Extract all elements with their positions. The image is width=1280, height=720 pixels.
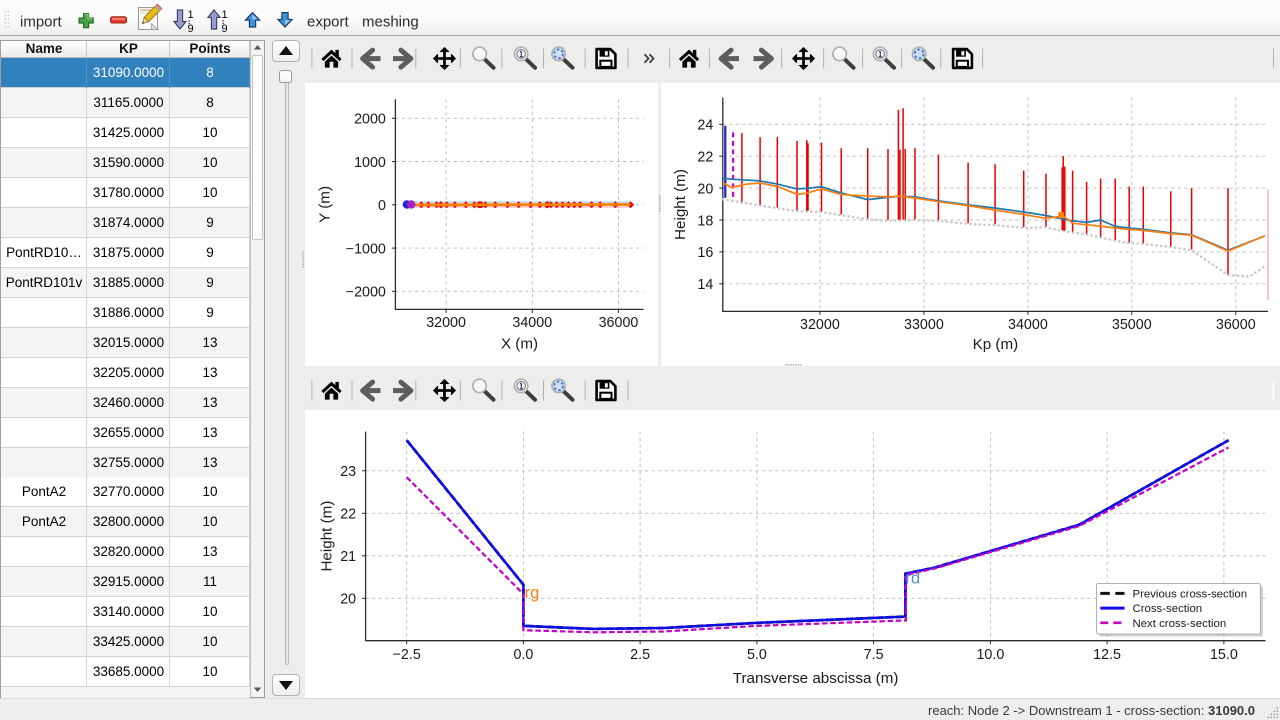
svg-text:Transverse abscissa (m): Transverse abscissa (m) bbox=[733, 670, 899, 687]
svg-text:33000: 33000 bbox=[904, 317, 944, 333]
svg-text:5.0: 5.0 bbox=[747, 647, 767, 663]
svg-text:32000: 32000 bbox=[426, 315, 466, 331]
svg-text:22: 22 bbox=[340, 507, 356, 523]
svg-text:0: 0 bbox=[378, 198, 386, 214]
svg-text:X (m): X (m) bbox=[501, 336, 538, 353]
svg-text:20: 20 bbox=[697, 181, 713, 197]
svg-text:16: 16 bbox=[697, 245, 713, 261]
svg-text:32000: 32000 bbox=[800, 317, 840, 333]
svg-text:7.5: 7.5 bbox=[864, 647, 884, 663]
svg-text:0.0: 0.0 bbox=[513, 647, 533, 663]
svg-text:import: import bbox=[20, 13, 63, 30]
svg-text:21: 21 bbox=[340, 549, 356, 565]
svg-text:34000: 34000 bbox=[1008, 317, 1048, 333]
svg-text:9: 9 bbox=[188, 23, 194, 32]
svg-text:meshing: meshing bbox=[362, 13, 419, 30]
svg-text:36000: 36000 bbox=[1216, 317, 1256, 333]
svg-text:rg: rg bbox=[525, 584, 540, 602]
svg-text:10.0: 10.0 bbox=[976, 647, 1004, 663]
svg-text:12.5: 12.5 bbox=[1093, 647, 1121, 663]
svg-text:18: 18 bbox=[697, 213, 713, 229]
svg-text:9: 9 bbox=[222, 23, 228, 32]
svg-text:15.0: 15.0 bbox=[1210, 647, 1238, 663]
svg-text:23: 23 bbox=[340, 464, 356, 480]
svg-text:34000: 34000 bbox=[512, 315, 552, 331]
svg-text:Cross-section: Cross-section bbox=[1133, 603, 1203, 615]
svg-text:14: 14 bbox=[697, 277, 713, 293]
svg-text:36000: 36000 bbox=[599, 315, 639, 331]
svg-text:Next cross-section: Next cross-section bbox=[1133, 618, 1227, 630]
svg-text:Height (m): Height (m) bbox=[319, 501, 336, 572]
svg-text:24: 24 bbox=[697, 118, 713, 134]
svg-text:Previous cross-section: Previous cross-section bbox=[1133, 588, 1248, 600]
svg-text:−1000: −1000 bbox=[346, 241, 386, 257]
svg-text:−2.5: −2.5 bbox=[393, 647, 421, 663]
svg-text:1000: 1000 bbox=[354, 155, 386, 171]
svg-text:export: export bbox=[307, 13, 350, 30]
svg-text:Kp (m): Kp (m) bbox=[973, 336, 1019, 353]
svg-text:rd: rd bbox=[906, 570, 921, 588]
svg-text:22: 22 bbox=[697, 150, 713, 166]
svg-text:2.5: 2.5 bbox=[630, 647, 650, 663]
svg-text:1: 1 bbox=[188, 9, 194, 21]
svg-text:Height (m): Height (m) bbox=[672, 169, 689, 240]
svg-text:35000: 35000 bbox=[1112, 317, 1152, 333]
svg-text:2000: 2000 bbox=[354, 112, 386, 128]
svg-text:Y (m): Y (m) bbox=[317, 186, 334, 223]
svg-text:20: 20 bbox=[340, 592, 356, 608]
svg-text:1: 1 bbox=[222, 9, 228, 21]
svg-text:−2000: −2000 bbox=[346, 285, 386, 301]
